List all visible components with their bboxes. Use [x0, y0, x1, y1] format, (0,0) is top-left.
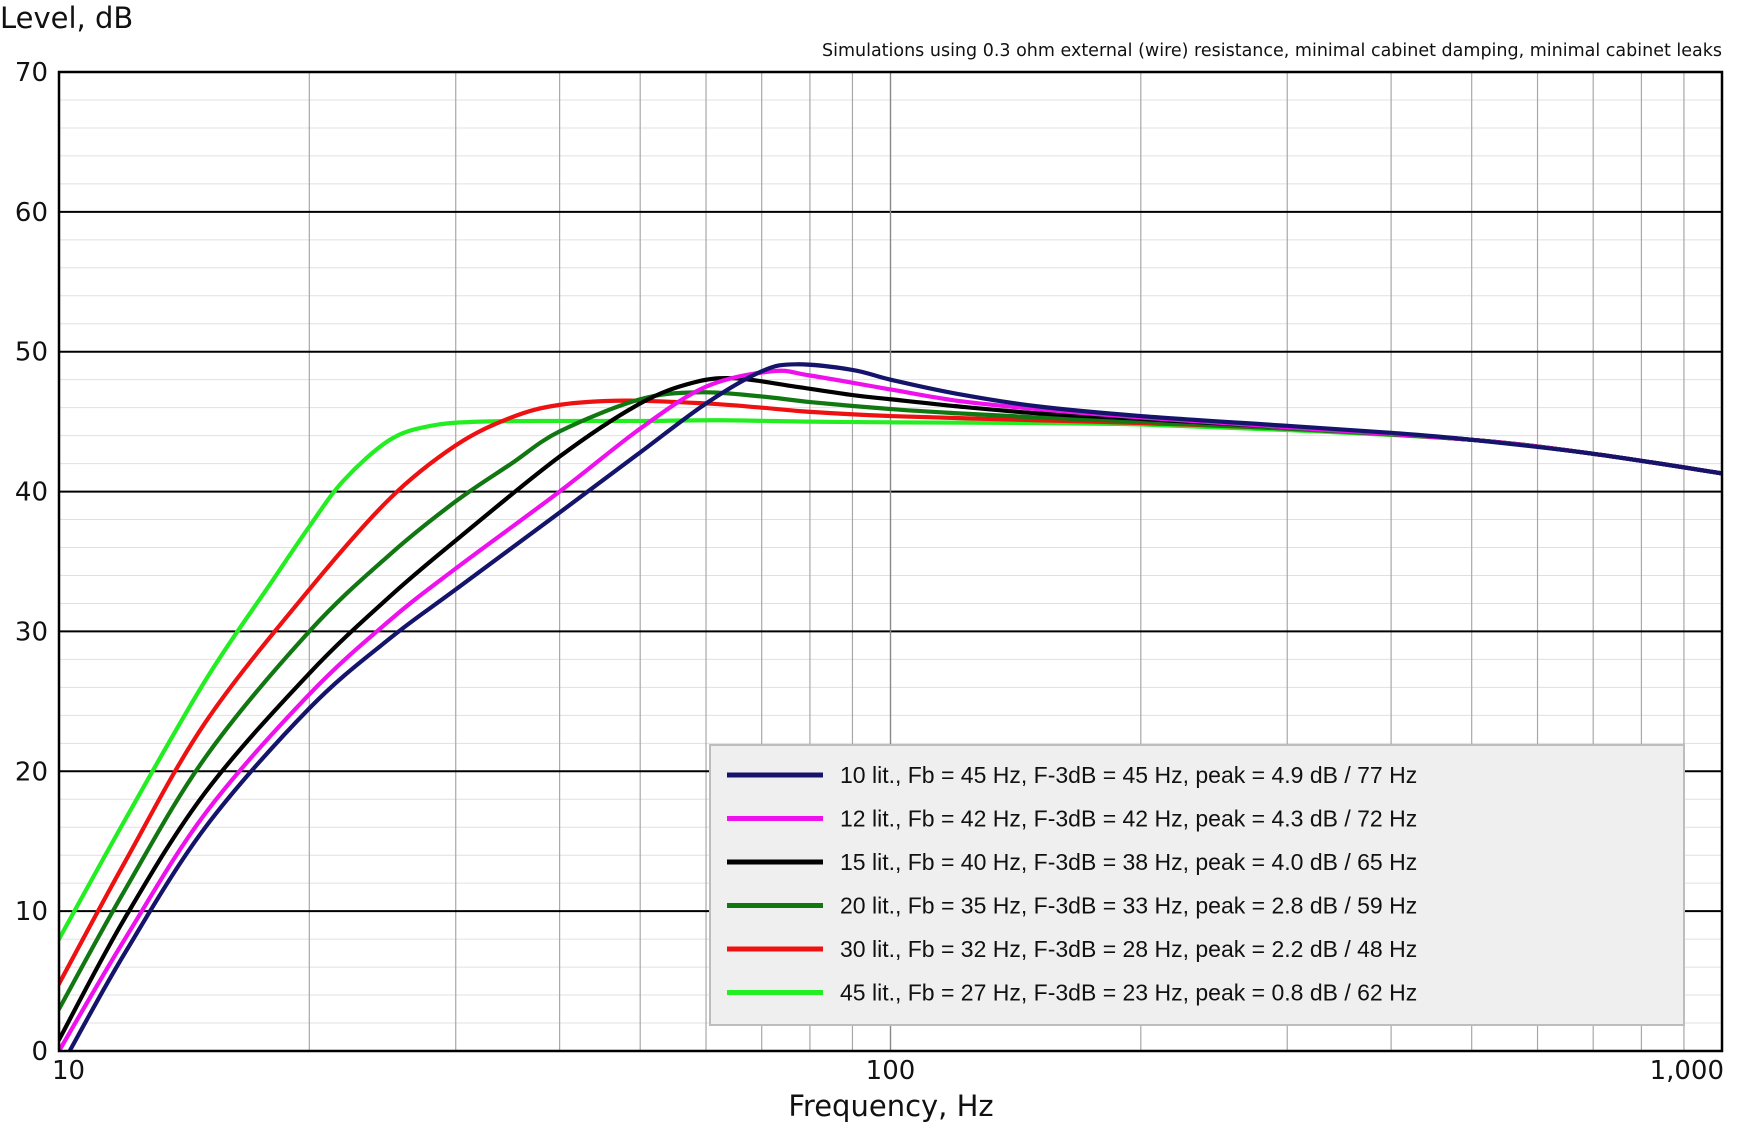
y-tick-label: 50 — [15, 338, 48, 368]
series-layer — [59, 362, 1722, 1051]
legend: 10 lit., Fb = 45 Hz, F-3dB = 45 Hz, peak… — [709, 744, 1685, 1026]
series-line — [67, 362, 1722, 1051]
y-tick-label: 10 — [15, 897, 48, 927]
chart-subtitle: Simulations using 0.3 ohm external (wire… — [822, 41, 1722, 61]
legend-entry: 30 lit., Fb = 32 Hz, F-3dB = 28 Hz, peak… — [840, 936, 1417, 962]
x-axis-label: Frequency, Hz — [788, 1089, 993, 1123]
y-tick-label: 40 — [15, 478, 48, 508]
legend-entry: 20 lit., Fb = 35 Hz, F-3dB = 33 Hz, peak… — [840, 893, 1417, 919]
y-axis-ticks: 0 10 20 30 40 50 60 70 — [15, 58, 48, 1067]
legend-entry: 12 lit., Fb = 42 Hz, F-3dB = 42 Hz, peak… — [840, 806, 1417, 832]
y-tick-label: 60 — [15, 198, 48, 228]
x-axis-ticks: 10 100 1,000 — [52, 1056, 1724, 1086]
legend-entry: 45 lit., Fb = 27 Hz, F-3dB = 23 Hz, peak… — [840, 980, 1417, 1006]
y-tick-label: 0 — [31, 1037, 48, 1067]
plot-frame — [57, 70, 1724, 1053]
legend-entry: 15 lit., Fb = 40 Hz, F-3dB = 38 Hz, peak… — [840, 849, 1417, 875]
x-tick-label: 10 — [52, 1056, 85, 1086]
y-tick-label: 30 — [15, 617, 48, 647]
y-tick-label: 70 — [15, 58, 48, 88]
y-axis-label: Level, dB — [0, 1, 133, 35]
x-tick-label: 1,000 — [1650, 1056, 1724, 1086]
y-tick-label: 20 — [15, 757, 48, 787]
x-tick-label: 100 — [866, 1056, 916, 1086]
legend-box — [709, 744, 1685, 1026]
legend-entry: 10 lit., Fb = 45 Hz, F-3dB = 45 Hz, peak… — [840, 762, 1417, 788]
